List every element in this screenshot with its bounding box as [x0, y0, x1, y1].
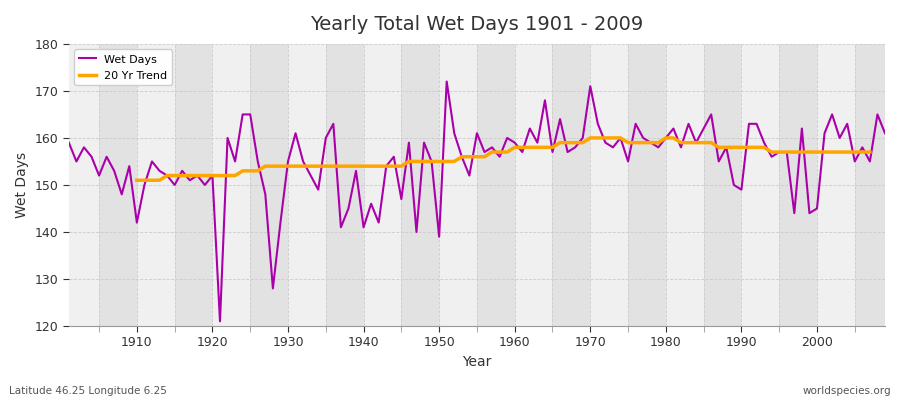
Bar: [742, 44, 779, 326]
20 Yr Trend: [192, 173, 202, 178]
Wet Days: [343, 206, 354, 211]
Wet Days: [615, 136, 626, 140]
20 Yr Trend: [131, 178, 142, 183]
Text: Latitude 46.25 Longitude 6.25: Latitude 46.25 Longitude 6.25: [9, 386, 166, 396]
Bar: [477, 44, 515, 326]
Bar: [704, 44, 742, 326]
Wet Days: [441, 79, 452, 84]
Bar: [326, 44, 364, 326]
Title: Yearly Total Wet Days 1901 - 2009: Yearly Total Wet Days 1901 - 2009: [310, 15, 644, 34]
Bar: [666, 44, 704, 326]
Text: worldspecies.org: worldspecies.org: [803, 386, 891, 396]
20 Yr Trend: [585, 136, 596, 140]
Bar: [99, 44, 137, 326]
Bar: [779, 44, 817, 326]
Bar: [137, 44, 175, 326]
Wet Days: [298, 159, 309, 164]
Wet Days: [63, 140, 74, 145]
20 Yr Trend: [479, 154, 490, 159]
Bar: [439, 44, 477, 326]
Bar: [855, 44, 893, 326]
Bar: [817, 44, 855, 326]
Bar: [364, 44, 401, 326]
Line: Wet Days: Wet Days: [68, 82, 885, 321]
20 Yr Trend: [698, 140, 709, 145]
Bar: [893, 44, 900, 326]
Wet Days: [525, 126, 535, 131]
Bar: [515, 44, 553, 326]
20 Yr Trend: [176, 173, 187, 178]
Bar: [288, 44, 326, 326]
Bar: [212, 44, 250, 326]
Y-axis label: Wet Days: Wet Days: [15, 152, 29, 218]
Bar: [590, 44, 628, 326]
Wet Days: [214, 319, 225, 324]
Bar: [401, 44, 439, 326]
Bar: [175, 44, 212, 326]
Bar: [628, 44, 666, 326]
Bar: [553, 44, 590, 326]
Wet Days: [124, 164, 135, 168]
X-axis label: Year: Year: [463, 355, 491, 369]
20 Yr Trend: [539, 145, 550, 150]
Wet Days: [517, 150, 527, 154]
Wet Days: [879, 131, 890, 136]
Line: 20 Yr Trend: 20 Yr Trend: [137, 138, 870, 180]
Bar: [61, 44, 99, 326]
Legend: Wet Days, 20 Yr Trend: Wet Days, 20 Yr Trend: [75, 50, 172, 86]
Bar: [250, 44, 288, 326]
20 Yr Trend: [600, 136, 611, 140]
20 Yr Trend: [865, 150, 876, 154]
